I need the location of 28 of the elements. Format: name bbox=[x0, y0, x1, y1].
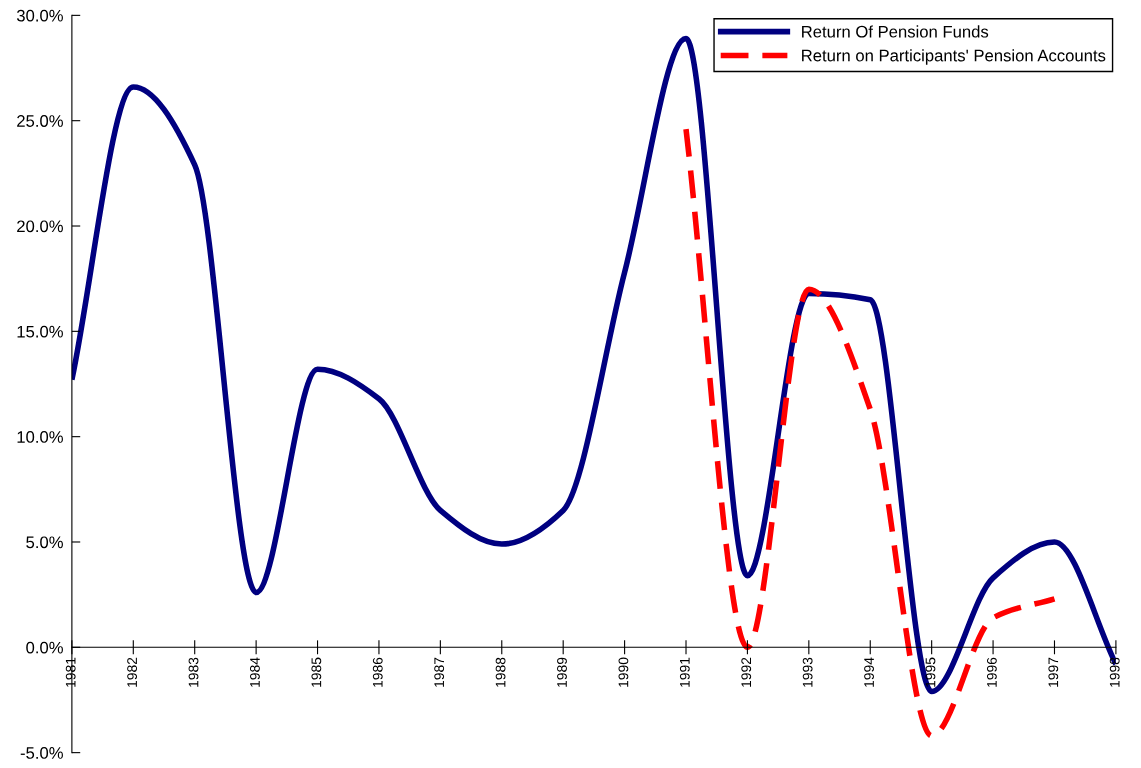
x-tick-label: 1981 bbox=[65, 657, 76, 687]
x-tick-label: 1991 bbox=[679, 657, 690, 687]
x-tick-label: 1993 bbox=[802, 657, 813, 687]
x-tick-label: 1995 bbox=[925, 657, 936, 687]
x-tick-label: 1987 bbox=[434, 657, 445, 687]
x-tick-label: 1998 bbox=[1109, 657, 1120, 687]
legend-label: Return Of Pension Funds bbox=[802, 25, 989, 38]
x-tick-label: 1986 bbox=[372, 657, 383, 687]
y-tick-label: 30.0% bbox=[16, 9, 63, 22]
y-tick-label: 5.0% bbox=[26, 536, 63, 549]
x-tick-label: 1985 bbox=[311, 657, 322, 687]
x-tick-label: 1992 bbox=[741, 657, 752, 687]
y-tick-label: 0.0% bbox=[26, 641, 63, 654]
x-tick-label: 1983 bbox=[188, 657, 199, 687]
y-tick-label: 15.0% bbox=[17, 325, 63, 338]
x-tick-label: 1997 bbox=[1048, 657, 1059, 687]
y-tick-label: 20.0% bbox=[17, 220, 63, 233]
legend-label: Return on Participants' Pension Accounts bbox=[802, 49, 1106, 65]
x-tick-label: 1989 bbox=[557, 657, 567, 687]
x-tick-label: 1990 bbox=[618, 657, 629, 687]
x-tick-label: 1984 bbox=[250, 657, 260, 687]
y-tick-label: -5.0% bbox=[20, 747, 63, 759]
x-tick-label: 1988 bbox=[495, 657, 506, 687]
y-tick-label: 10.0% bbox=[17, 431, 63, 443]
x-tick-label: 1994 bbox=[864, 657, 874, 687]
y-tick-label: 25.0% bbox=[17, 115, 63, 127]
x-tick-label: 1982 bbox=[127, 657, 138, 687]
x-tick-label: 1996 bbox=[986, 657, 997, 687]
